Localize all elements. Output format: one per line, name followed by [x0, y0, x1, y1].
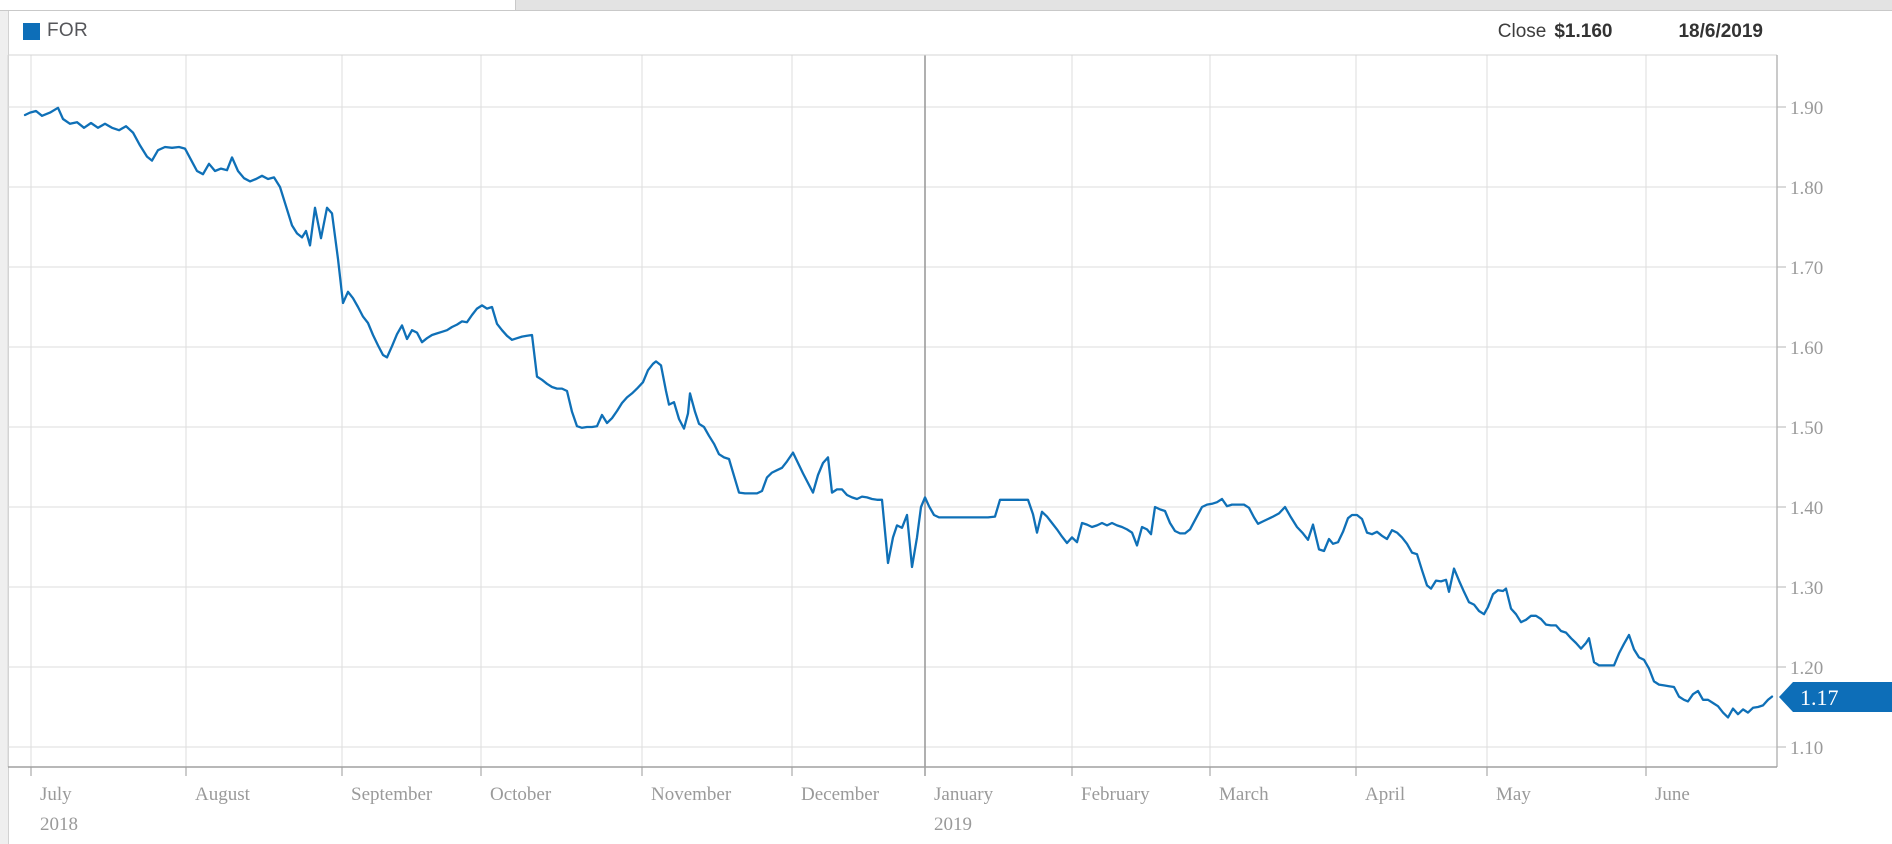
ticker-symbol: FOR — [47, 20, 89, 41]
close-value: $1.160 — [1554, 21, 1613, 42]
chart-legend: FOR — [23, 20, 88, 42]
last-price-marker-label: 1.17 — [1800, 685, 1839, 710]
top-toolbar-strip-right — [515, 0, 1892, 10]
price-line[interactable] — [23, 106, 1774, 719]
y-axis-label: 1.50 — [1790, 418, 1823, 439]
close-info-bar: Close $1.160 18/6/2019 — [1498, 21, 1763, 43]
x-axis-month-label: July — [40, 784, 72, 805]
y-axis-label: 1.20 — [1790, 658, 1823, 679]
y-axis-label: 1.60 — [1790, 338, 1823, 359]
x-axis-month-label: March — [1219, 784, 1269, 805]
x-axis-year-label: 2018 — [40, 814, 78, 835]
x-axis-month-label: January — [934, 784, 994, 805]
x-axis-month-label: September — [351, 784, 433, 805]
x-axis-month-label: May — [1496, 784, 1531, 805]
quote-date: 18/6/2019 — [1678, 21, 1763, 42]
y-axis-label: 1.40 — [1790, 498, 1823, 519]
y-axis-label: 1.70 — [1790, 258, 1823, 279]
x-axis-month-label: April — [1365, 784, 1405, 805]
last-price-marker — [1779, 682, 1892, 712]
x-axis-month-label: November — [651, 784, 732, 805]
close-label: Close — [1497, 21, 1547, 42]
y-axis-label: 1.80 — [1790, 178, 1823, 199]
y-axis-label: 1.10 — [1790, 738, 1823, 759]
close-price-pair: Close $1.160 — [1498, 21, 1613, 43]
x-axis-month-label: February — [1081, 784, 1150, 805]
series-color-swatch-icon — [23, 22, 40, 40]
x-axis-month-label: June — [1655, 784, 1690, 805]
y-axis-label: 1.90 — [1790, 98, 1823, 119]
x-axis-year-label: 2019 — [934, 814, 972, 835]
y-axis-label: 1.30 — [1790, 578, 1823, 599]
x-axis-month-label: October — [490, 784, 552, 805]
x-axis-month-label: August — [195, 784, 251, 805]
top-toolbar-strip — [0, 0, 1892, 11]
x-axis-month-label: December — [801, 784, 880, 805]
